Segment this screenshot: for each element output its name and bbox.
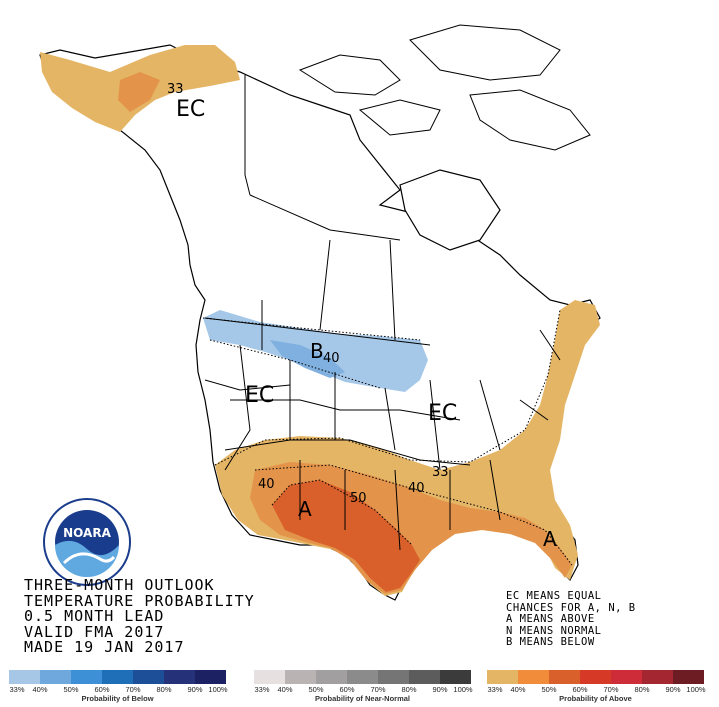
key-line-4: N MEANS NORMAL (506, 624, 602, 637)
title-line-2: TEMPERATURE PROBABILITY (24, 591, 255, 610)
scale-normal-swatch (347, 670, 378, 684)
outlook-title-block: THREE-MONTH OUTLOOK TEMPERATURE PROBABILI… (24, 576, 255, 656)
key-line-5: B MEANS BELOW (506, 636, 595, 648)
scale-above-tick-label: 80% (634, 685, 650, 694)
scale-normal-swatch (440, 670, 471, 684)
scale-normal-tick-label: 33% (254, 685, 270, 694)
scale-above-tick-label: 60% (572, 685, 588, 694)
scale-above: 33% 40% 50% 60% 70% 80% 90% 100% Probability of … (487, 670, 706, 703)
contour-label-33-alaska: 33 (167, 82, 184, 97)
scale-above-swatch (611, 670, 642, 684)
scale-above-tick-label: 33% (487, 685, 503, 694)
scale-above-tick-label: 50% (541, 685, 557, 694)
scale-normal-tick-label: 40% (277, 685, 293, 694)
scale-normal-tick-label: 70% (370, 685, 386, 694)
scale-below: 33% 40% 50% 60% 70% 80% 90% 100% Probability of … (9, 670, 228, 703)
scale-above-swatches (487, 670, 704, 684)
noaa-logo-text: NOARA (63, 526, 111, 540)
scale-below-swatch (195, 670, 226, 684)
key-line-2: CHANCES FOR A, N, B (506, 601, 636, 614)
scale-normal-ticks: 33% 40% 50% 60% 70% 80% 90% 100% (254, 684, 473, 694)
title-line-5: MADE 19 JAN 2017 (24, 638, 185, 656)
scale-below-tick-label: 60% (94, 685, 110, 694)
scale-normal-swatch (378, 670, 409, 684)
scale-above-swatch (487, 670, 518, 684)
scale-above-ticks: 33% 40% 50% 60% 70% 80% 90% 100% (487, 684, 706, 694)
scale-above-swatch (642, 670, 673, 684)
scale-normal-swatch (409, 670, 440, 684)
scale-above-tick-label: 40% (510, 685, 526, 694)
region-label-ec-alaska: EC (176, 97, 205, 122)
scale-normal-swatch (316, 670, 347, 684)
contour-label-50-south: 50 (350, 491, 367, 506)
scale-normal-swatch (254, 670, 285, 684)
noaa-logo: NOARA (43, 498, 131, 586)
contour-label-40-northern: 40 (323, 351, 340, 366)
region-label-b-northern: B (310, 339, 324, 363)
region-label-a-southeast: A (543, 527, 557, 551)
scale-below-tick-label: 70% (125, 685, 141, 694)
contour-label-40-east: 40 (408, 481, 425, 496)
region-label-ec-west: EC (245, 383, 274, 408)
scale-below-swatch (71, 670, 102, 684)
key-line-3: A MEANS ABOVE (506, 613, 595, 625)
scale-above-swatch (549, 670, 580, 684)
scale-normal-tick-label: 100% (453, 685, 473, 694)
scale-below-tick-label: 40% (32, 685, 48, 694)
scale-below-tick-label: 50% (63, 685, 79, 694)
scale-normal-tick-label: 80% (401, 685, 417, 694)
scale-below-ticks: 33% 40% 50% 60% 70% 80% 90% 100% (9, 684, 228, 694)
scale-below-swatch (133, 670, 164, 684)
contour-label-40-west: 40 (258, 477, 275, 492)
key-line-1: EC MEANS EQUAL (506, 590, 602, 602)
northern-tier-below-33 (203, 310, 428, 392)
scale-below-tick-label: 80% (156, 685, 172, 694)
arctic-islands (298, 24, 591, 151)
title-line-3: 0.5 MONTH LEAD (24, 607, 165, 625)
northern-tier-below-40 (270, 340, 345, 378)
scale-above-tick-label: 100% (686, 685, 706, 694)
scale-normal-title: Probability of Near-Normal (314, 694, 411, 703)
southwest-above-50 (272, 480, 420, 592)
region-label-ec-midwest: EC (428, 401, 457, 426)
scale-above-title: Probability of Above (559, 694, 632, 703)
scale-above-swatch (580, 670, 611, 684)
borders (204, 75, 561, 551)
scale-above-swatch (518, 670, 549, 684)
region-label-a-southwest: A (298, 497, 312, 521)
scale-normal-tick-label: 90% (432, 685, 448, 694)
scale-normal-swatches (254, 670, 471, 684)
scale-normal-tick-label: 60% (339, 685, 355, 694)
scale-below-tick-label: 100% (208, 685, 228, 694)
title-line-4: VALID FMA 2017 (24, 622, 165, 641)
scale-normal-tick-label: 50% (308, 685, 324, 694)
title-line-1: THREE-MONTH OUTLOOK (24, 576, 215, 594)
scale-below-swatches (9, 670, 226, 684)
scale-below-swatch (164, 670, 195, 684)
scale-below-swatch (102, 670, 133, 684)
scale-below-tick-label: 90% (187, 685, 203, 694)
scale-below-swatch (40, 670, 71, 684)
scale-normal-swatch (285, 670, 316, 684)
probability-contours (202, 309, 573, 566)
scale-below-swatch (9, 670, 40, 684)
hudson-bay (399, 169, 501, 251)
scale-above-tick-label: 70% (603, 685, 619, 694)
scale-above-tick-label: 90% (665, 685, 681, 694)
scale-above-swatch (673, 670, 704, 684)
scale-below-tick-label: 33% (9, 685, 25, 694)
alaska-above-40 (118, 72, 160, 112)
contour-label-33-east: 33 (432, 465, 449, 480)
scale-below-title: Probability of Below (81, 694, 154, 703)
scale-normal: 33% 40% 50% 60% 70% 80% 90% 100% Probability of … (254, 670, 473, 703)
